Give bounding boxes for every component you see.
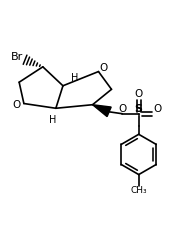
Text: S: S <box>135 104 143 114</box>
Text: CH₃: CH₃ <box>130 185 147 194</box>
Polygon shape <box>93 105 111 117</box>
Text: Br: Br <box>11 52 23 62</box>
Text: O: O <box>13 99 21 109</box>
Text: O: O <box>118 104 126 114</box>
Text: O: O <box>135 89 143 99</box>
Text: O: O <box>153 104 161 114</box>
Text: O: O <box>99 63 107 73</box>
Text: H: H <box>49 114 56 124</box>
Text: H: H <box>71 72 78 82</box>
